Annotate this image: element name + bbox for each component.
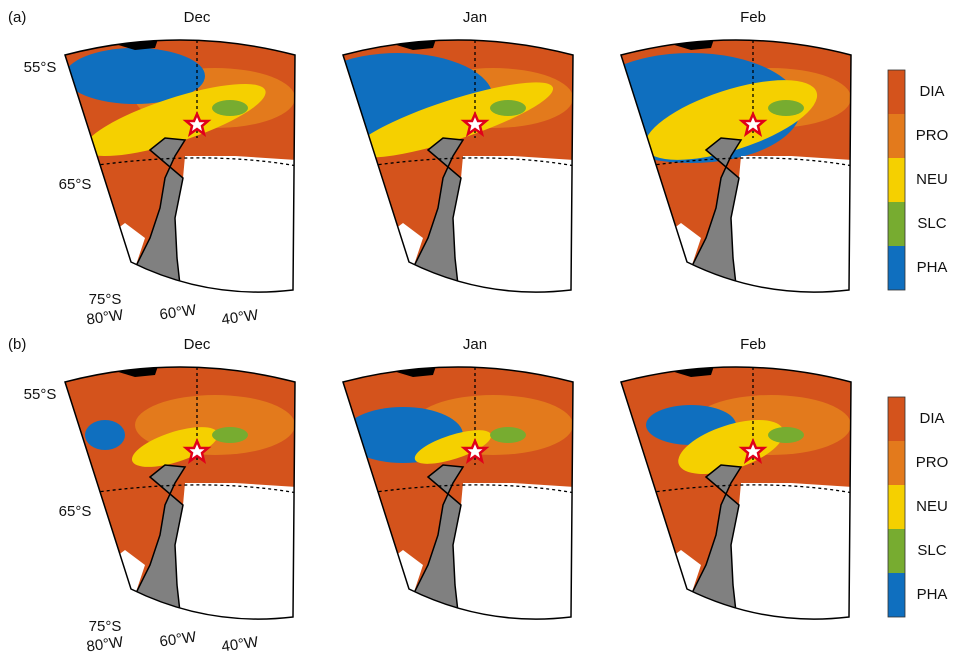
month-title: Jan (463, 9, 487, 26)
peninsula (133, 137, 187, 287)
lon-label: 40°W (221, 306, 261, 328)
legend-swatch (888, 441, 905, 485)
legend-label: SLC (917, 542, 946, 559)
slc-patch (212, 100, 248, 116)
legend-swatch (888, 529, 905, 573)
panel-frame (64, 366, 296, 620)
map-panel (343, 40, 573, 293)
panel-frame (342, 366, 574, 620)
map-panel (65, 40, 295, 293)
panel-frame (342, 39, 574, 293)
legend-label: NEU (916, 498, 948, 515)
peninsula (689, 137, 743, 287)
slc-patch (768, 100, 804, 116)
slc-patch (490, 100, 526, 116)
month-title: Dec (184, 9, 211, 26)
legend-label: DIA (919, 410, 944, 427)
panel-label: (a) (8, 9, 26, 26)
lat-label: 75°S (89, 291, 122, 308)
station-star (460, 110, 490, 137)
legend-swatch (888, 114, 905, 158)
lon-label: 80°W (86, 633, 126, 653)
panel-label: (b) (8, 336, 26, 353)
ice-free-white (453, 483, 573, 620)
pha-patch (85, 420, 125, 450)
peninsula (689, 464, 743, 614)
lon-label: 60°W (159, 628, 199, 650)
lon-label: 60°W (159, 301, 199, 323)
lat-label: 55°S (24, 59, 57, 76)
map-panel (65, 367, 295, 620)
station-star (738, 437, 768, 464)
ice-free-white (175, 156, 295, 293)
neu-patch (678, 420, 784, 474)
lat-label: 65°S (59, 176, 92, 193)
legend-swatch (888, 246, 905, 290)
slc-patch (768, 427, 804, 443)
legend-label: PHA (917, 259, 948, 276)
pha-patch (65, 48, 205, 104)
lat-label: 65°S (59, 503, 92, 520)
map-panel (621, 40, 851, 293)
month-title: Feb (740, 336, 766, 353)
legend-frame (887, 69, 906, 291)
lon-label: 80°W (86, 306, 126, 328)
legend-frame (887, 396, 906, 618)
peninsula (411, 137, 465, 287)
month-title: Feb (740, 9, 766, 26)
legend-label: PRO (916, 454, 949, 471)
panel-frame (64, 39, 296, 293)
legend-swatch (888, 158, 905, 202)
peninsula (411, 464, 465, 614)
lat-label: 75°S (89, 618, 122, 635)
month-title: Jan (463, 336, 487, 353)
station-star (182, 437, 212, 464)
legend-swatch (888, 573, 905, 617)
station-star (460, 437, 490, 464)
neu-patch (414, 430, 492, 464)
neu-patch (131, 427, 219, 467)
map-panel (343, 367, 573, 620)
legend-swatch (888, 202, 905, 246)
legend-swatch (888, 485, 905, 529)
legend-label: NEU (916, 171, 948, 188)
legend-label: SLC (917, 215, 946, 232)
legend-label: DIA (919, 83, 944, 100)
panel-frame (620, 366, 852, 620)
ice-free-white (731, 156, 851, 293)
neu-patch (644, 80, 818, 160)
ice-free-white (175, 483, 295, 620)
slc-patch (212, 427, 248, 443)
station-star (738, 110, 768, 137)
panel-frame (620, 39, 852, 293)
ice-free-white (731, 483, 851, 620)
slc-patch (490, 427, 526, 443)
legend-swatch (888, 397, 905, 441)
map-panel (621, 367, 851, 620)
legend-label: PRO (916, 127, 949, 144)
lat-label: 55°S (24, 386, 57, 403)
peninsula (133, 464, 187, 614)
legend-label: PHA (917, 586, 948, 603)
lon-label: 40°W (221, 633, 261, 653)
station-star (182, 110, 212, 137)
legend-swatch (888, 70, 905, 114)
ice-free-white (453, 156, 573, 293)
month-title: Dec (184, 336, 211, 353)
